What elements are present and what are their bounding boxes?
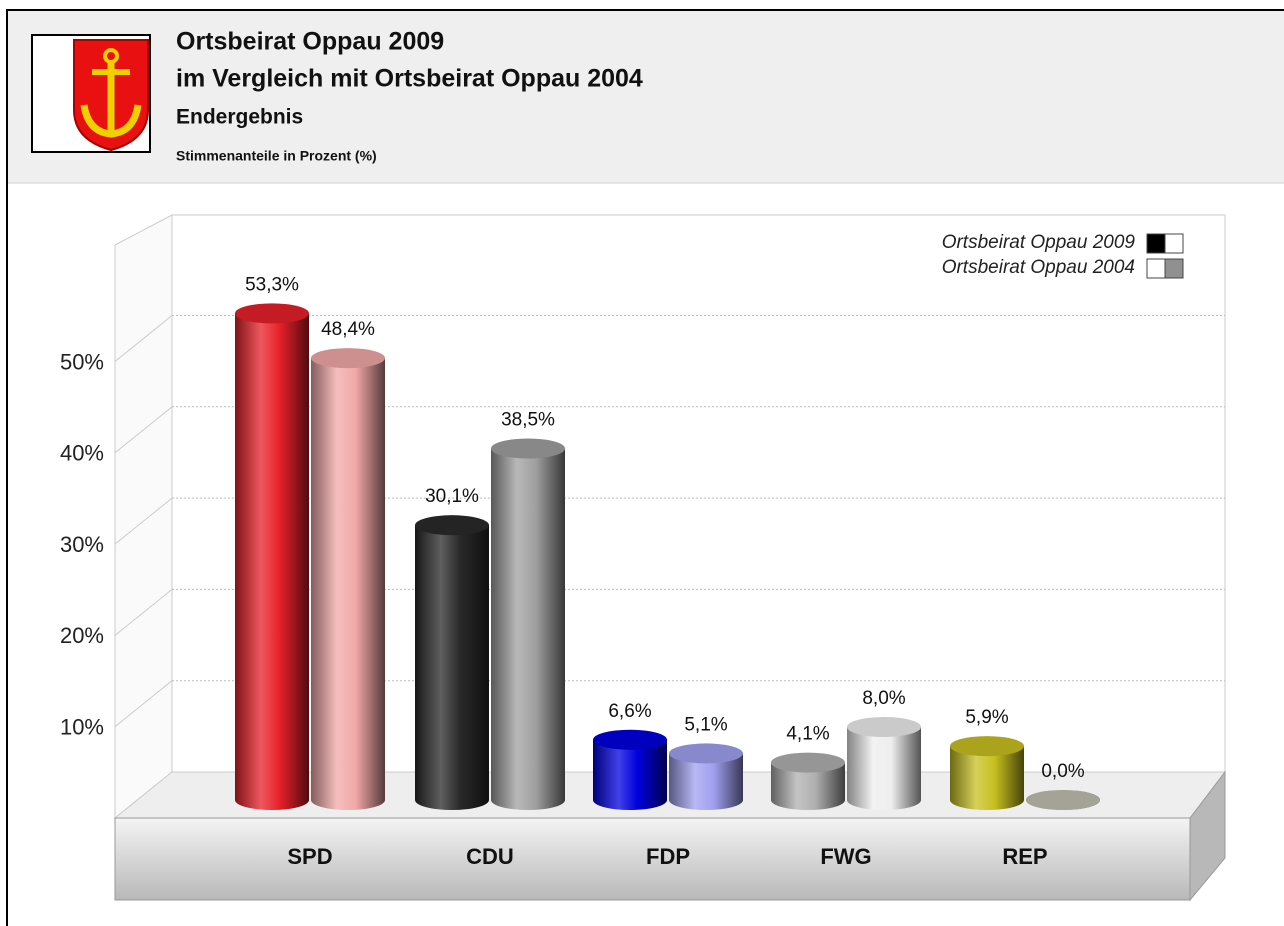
legend-swatch <box>1146 258 1166 279</box>
grid-line <box>114 680 173 728</box>
bar-top <box>950 736 1024 757</box>
grid-line <box>114 589 173 636</box>
title: Ortsbeirat Oppau 2009 <box>176 28 444 56</box>
bar-top <box>771 752 845 773</box>
value-label: 5,9% <box>965 707 1008 728</box>
y-tick-label: 10% <box>60 715 104 740</box>
value-label: 8,0% <box>862 688 905 709</box>
logo <box>31 34 151 153</box>
bar <box>415 525 489 800</box>
value-label: 30,1% <box>425 486 479 507</box>
bar-top <box>1026 790 1100 810</box>
y-tick-label: 50% <box>60 349 104 374</box>
header <box>8 11 1284 183</box>
bar <box>593 739 667 800</box>
value-label: 38,5% <box>501 410 555 431</box>
value-label: 5,1% <box>684 714 727 735</box>
x-tick-label: CDU <box>466 844 514 869</box>
bar-top <box>415 515 489 536</box>
bar-top <box>669 743 743 764</box>
bar <box>235 313 309 800</box>
x-tick-label: REP <box>1002 844 1047 869</box>
value-label: 48,4% <box>321 319 375 340</box>
note: Stimmenanteile in Prozent (%) <box>176 148 377 164</box>
bar-top <box>311 348 385 369</box>
title: im Vergleich mit Ortsbeirat Oppau 2004 <box>176 65 643 93</box>
subtitle: Endergebnis <box>176 106 303 129</box>
bar <box>311 358 385 800</box>
bar-top <box>235 303 309 324</box>
grid-line <box>114 315 173 362</box>
grid-line <box>114 406 173 454</box>
x-tick-label: FDP <box>646 844 690 869</box>
legend-label: Ortsbeirat Oppau 2009 <box>942 232 1136 253</box>
value-label: 4,1% <box>786 724 829 745</box>
bar-top <box>847 716 921 737</box>
bar-top <box>491 438 565 459</box>
legend-swatch <box>1164 233 1184 254</box>
bar <box>847 726 921 800</box>
x-tick-label: FWG <box>820 844 871 869</box>
legend-swatch <box>1146 233 1166 254</box>
legend-swatch <box>1164 258 1184 279</box>
grid-line <box>114 497 173 545</box>
y-tick-label: 30% <box>60 532 104 557</box>
bar-top <box>593 729 667 750</box>
legend-label: Ortsbeirat Oppau 2004 <box>942 257 1135 278</box>
y-tick-label: 40% <box>60 441 104 466</box>
x-tick-label: SPD <box>287 844 332 869</box>
value-label: 0,0% <box>1041 761 1084 782</box>
y-tick-label: 20% <box>60 623 104 648</box>
value-label: 53,3% <box>245 274 299 295</box>
bar <box>491 448 565 800</box>
floor-front <box>114 817 1191 901</box>
value-label: 6,6% <box>608 701 651 722</box>
